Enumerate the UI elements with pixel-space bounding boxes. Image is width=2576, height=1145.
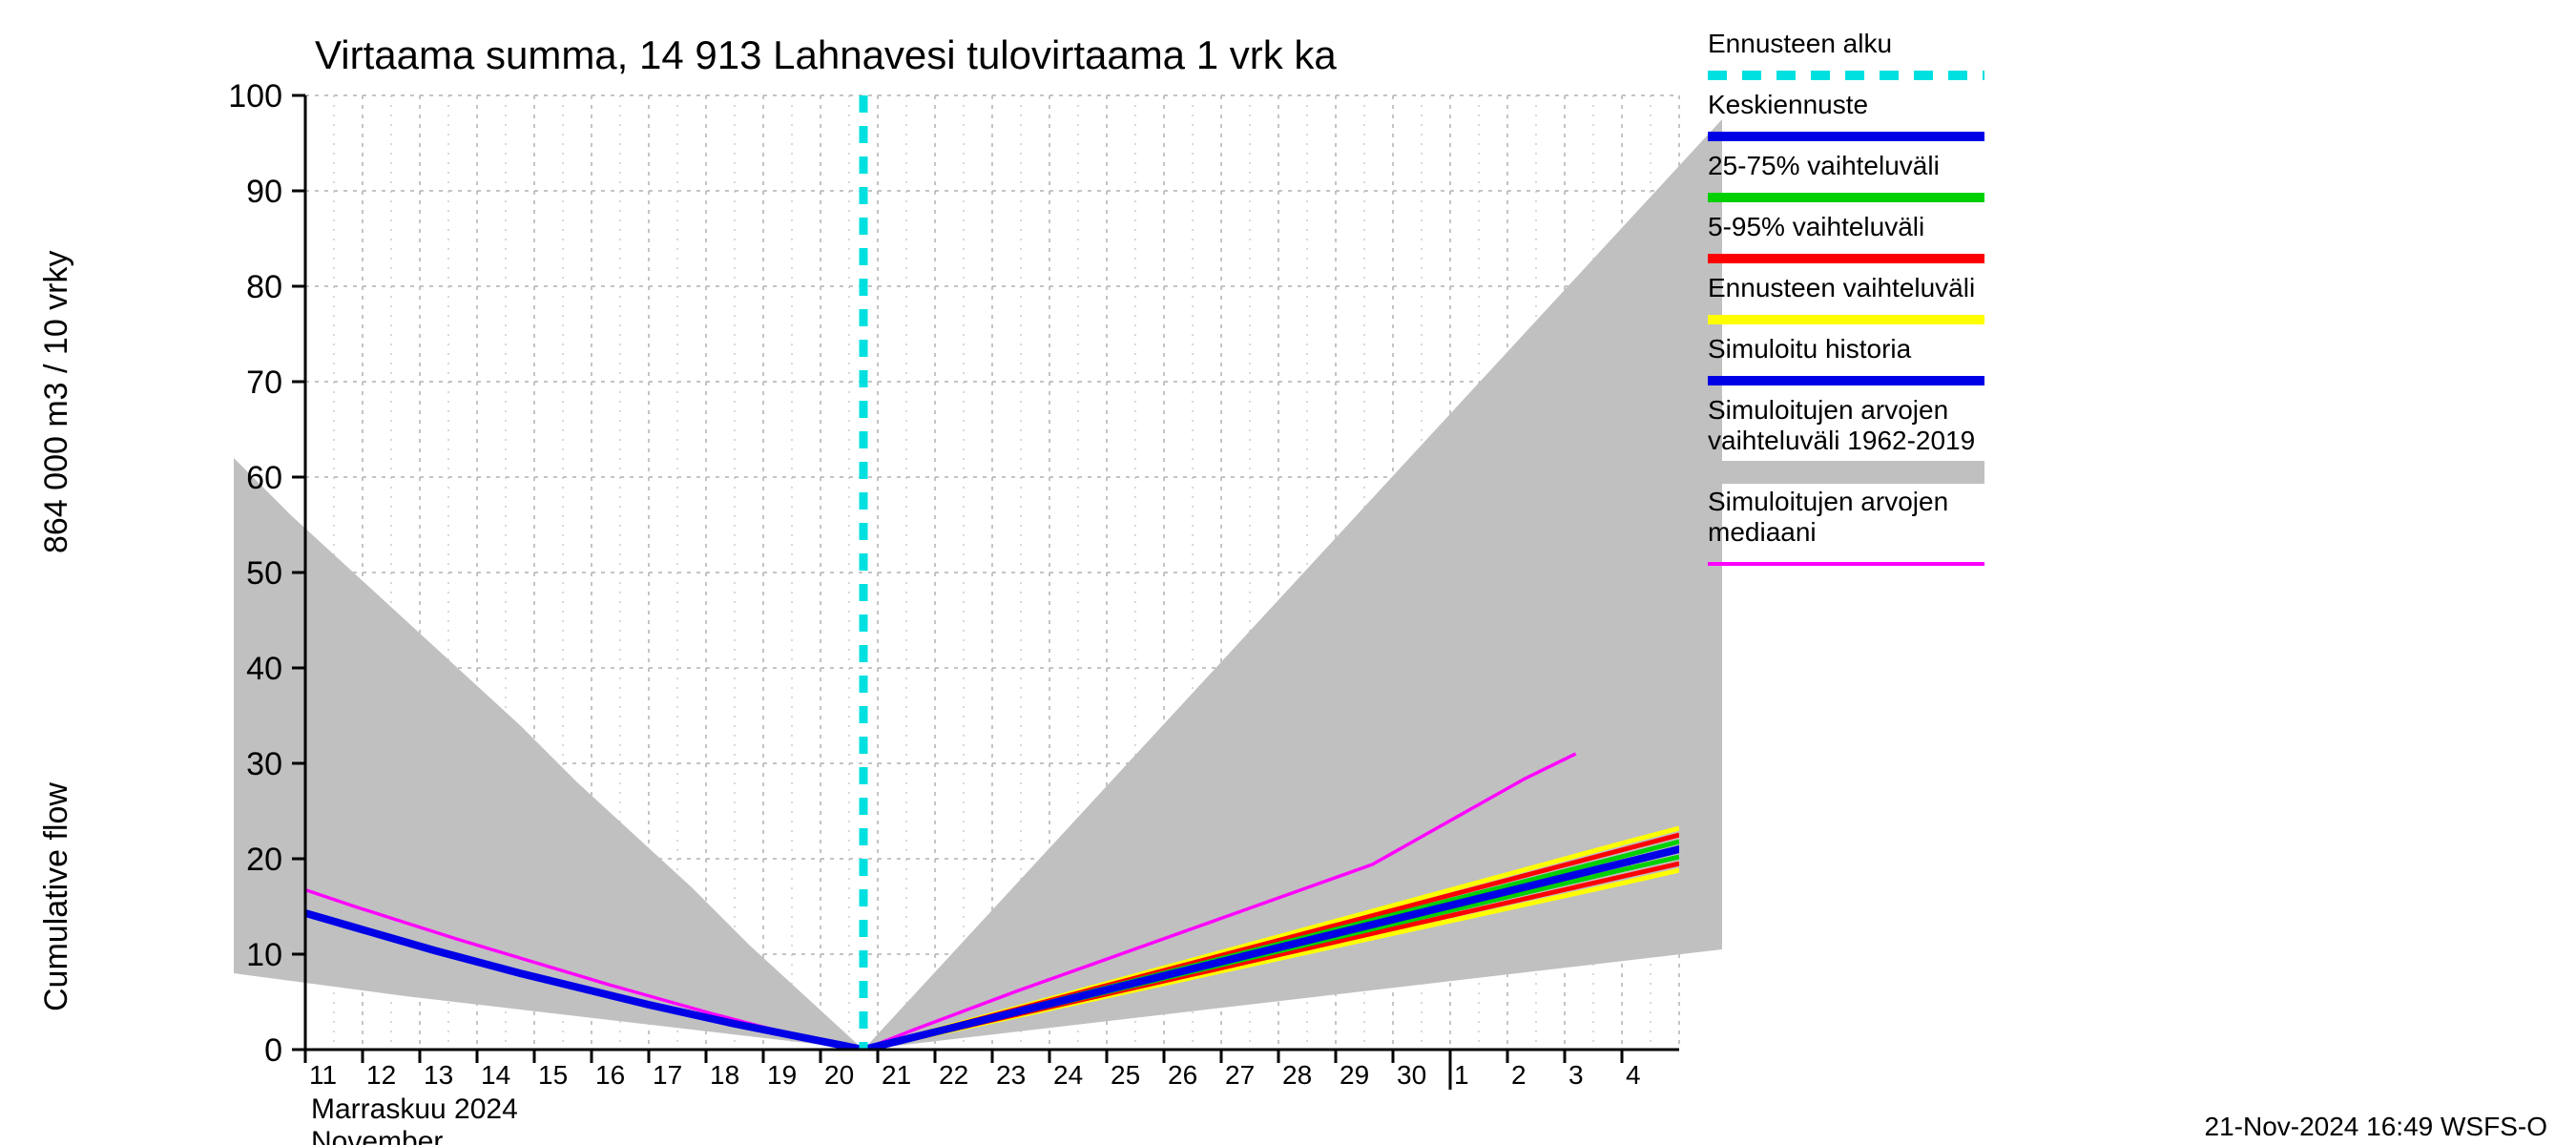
flow-chart: 0102030405060708090100111213141516171819… [0,0,2576,1145]
x-tick-label: 28 [1282,1060,1312,1090]
y-tick-label: 20 [246,842,282,878]
y-tick-label: 30 [246,746,282,782]
legend: Ennusteen alku Keskiennuste 25-75% vaihtel… [1708,29,1984,564]
legend-label: Ennusteen vaihteluväli [1708,273,1975,302]
x-month-label-fi: Marraskuu 2024 [311,1093,518,1125]
x-tick-label: 30 [1397,1060,1426,1090]
x-tick-label: 17 [653,1060,682,1090]
x-tick-label: 21 [882,1060,911,1090]
x-tick-label: 1 [1454,1060,1469,1090]
legend-label: Simuloitujen arvojen [1708,487,1948,516]
y-tick-label: 100 [228,78,282,114]
chart-title: Virtaama summa, 14 913 Lahnavesi tulovir… [315,32,1337,77]
legend-label: vaihteluväli 1962-2019 [1708,426,1975,455]
x-tick-label: 23 [996,1060,1026,1090]
x-month-label-en: November [311,1126,443,1145]
legend-label: mediaani [1708,517,1817,547]
y-tick-label: 0 [264,1032,282,1069]
legend-swatch [1708,461,1984,484]
y-tick-label: 90 [246,174,282,210]
legend-label: Ennusteen alku [1708,29,1892,58]
x-tick-label: 26 [1168,1060,1197,1090]
x-tick-label: 18 [710,1060,739,1090]
x-tick-label: 13 [424,1060,453,1090]
x-tick-label: 12 [366,1060,396,1090]
x-tick-label: 27 [1225,1060,1255,1090]
x-tick-label: 11 [309,1060,337,1090]
x-tick-label: 4 [1626,1060,1641,1090]
chart-container: 0102030405060708090100111213141516171819… [0,0,2576,1145]
legend-label: 5-95% vaihteluväli [1708,212,1924,241]
legend-label: 25-75% vaihteluväli [1708,151,1940,180]
x-tick-label: 2 [1511,1060,1527,1090]
y-axis-label: Cumulative flow 864 000 m3 / 10 vrky [38,250,74,1011]
x-tick-label: 25 [1111,1060,1140,1090]
chart-footer: 21-Nov-2024 16:49 WSFS-O [2205,1112,2548,1141]
legend-label: Simuloitu historia [1708,334,1912,364]
x-tick-label: 29 [1340,1060,1369,1090]
legend-label: Simuloitujen arvojen [1708,395,1948,425]
y-tick-label: 50 [246,555,282,592]
y-tick-label: 70 [246,364,282,401]
x-tick-label: 16 [595,1060,625,1090]
x-tick-label: 20 [824,1060,854,1090]
x-tick-label: 14 [481,1060,510,1090]
x-tick-label: 3 [1568,1060,1584,1090]
svg-text:Cumulative flow: Cumulative flow [38,782,74,1011]
x-tick-label: 24 [1053,1060,1083,1090]
y-tick-label: 40 [246,651,282,687]
legend-label: Keskiennuste [1708,90,1868,119]
y-tick-label: 80 [246,269,282,305]
y-tick-label: 60 [246,460,282,496]
svg-text:864 000 m3 / 10 vrky: 864 000 m3 / 10 vrky [38,250,74,553]
x-tick-label: 22 [939,1060,968,1090]
x-tick-label: 19 [767,1060,797,1090]
x-tick-label: 15 [538,1060,568,1090]
y-tick-label: 10 [246,937,282,973]
